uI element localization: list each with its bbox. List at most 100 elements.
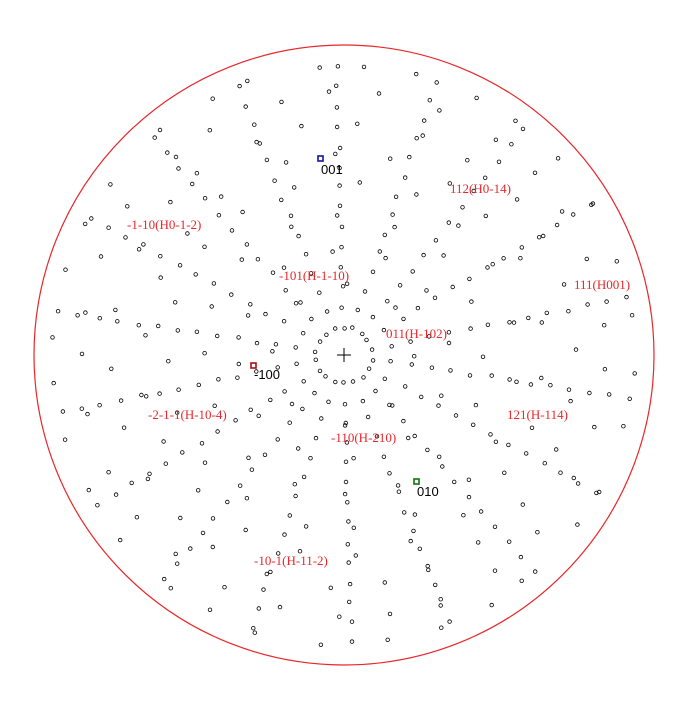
pole-dot	[341, 380, 346, 385]
pole-dot	[257, 141, 262, 146]
pole-dot	[353, 553, 358, 558]
pole-dot	[51, 380, 56, 386]
pole-dot	[288, 213, 294, 218]
pole-dot	[275, 437, 280, 442]
pole-dot	[370, 269, 376, 274]
pole-dot	[343, 420, 348, 426]
pole-dot	[627, 396, 632, 401]
pole-dot	[624, 294, 629, 300]
pole-dot	[396, 489, 402, 494]
pole-dot	[493, 439, 499, 444]
pole-dot	[346, 519, 351, 524]
pole-dot	[469, 299, 474, 304]
pole-dot	[456, 223, 461, 228]
pole-dot	[422, 118, 427, 123]
pole-dot	[554, 222, 560, 228]
axis-label-001: 001	[321, 162, 343, 177]
pole-dot	[351, 456, 356, 461]
pole-dot	[212, 403, 217, 408]
pole-dot	[270, 349, 275, 354]
pole-dot	[334, 83, 339, 88]
pole-dot	[255, 257, 261, 262]
pole-dot	[509, 141, 514, 147]
pole-dot	[236, 335, 241, 340]
pole-dot	[317, 339, 323, 344]
pole-dot	[548, 383, 553, 388]
pole-dot	[180, 450, 185, 455]
pole-dot	[178, 515, 183, 521]
pole-dot	[409, 362, 414, 367]
pole-dot	[244, 242, 250, 247]
pole-dot	[317, 368, 323, 374]
pole-dot	[324, 332, 329, 337]
pole-dot	[387, 471, 392, 476]
pole-dot	[79, 406, 84, 411]
pole-dot	[337, 145, 343, 151]
pole-dot	[520, 126, 526, 132]
axis-label-m100: -100	[254, 367, 280, 382]
pole-dot	[520, 502, 525, 507]
pole-dot	[233, 418, 238, 423]
pole-dot	[225, 499, 230, 505]
pole-dot	[602, 367, 608, 372]
pole-dot	[218, 194, 224, 199]
pole-dot	[158, 275, 163, 280]
pole-dot	[245, 78, 250, 84]
pole-dot	[533, 569, 538, 574]
pole-dot	[339, 305, 344, 310]
pole-dot	[268, 397, 273, 403]
pole-dot	[342, 326, 347, 331]
pole-dot	[249, 467, 255, 472]
pole-dot	[334, 124, 340, 130]
pole-dot	[425, 447, 430, 453]
pole-dot	[337, 203, 343, 208]
pole-dot	[117, 537, 123, 543]
pole-dot	[163, 461, 168, 466]
pole-dot	[312, 390, 317, 396]
pole-dot	[334, 105, 340, 110]
pole-dot	[121, 425, 127, 430]
pole-dot	[264, 571, 269, 577]
pole-label-m1m10: -1-10(H0-1-2)	[127, 217, 201, 232]
pole-dot	[296, 233, 301, 239]
pole-dot	[388, 156, 393, 161]
pole-dot	[300, 406, 305, 412]
pole-dot	[177, 263, 183, 268]
pole-dot	[568, 398, 573, 404]
pole-dot	[339, 244, 344, 250]
pole-dot	[410, 269, 415, 274]
pole-dot	[283, 160, 289, 165]
pole-dot	[373, 388, 378, 394]
pole-dot	[237, 483, 243, 488]
pole-dot	[273, 342, 279, 347]
pole-dot	[483, 175, 488, 180]
pole-dot	[317, 65, 322, 70]
pole-dot	[338, 265, 343, 270]
pole-dot	[166, 359, 171, 364]
pole-dot	[485, 322, 491, 327]
pole-dot	[446, 340, 452, 346]
pole-dot	[337, 165, 342, 171]
pole-dot	[369, 347, 375, 352]
pole-dot	[344, 440, 350, 445]
pole-dot	[145, 476, 151, 482]
pole-dot	[343, 479, 349, 485]
pole-dot	[501, 256, 506, 261]
pole-dot	[412, 512, 418, 517]
pole-dot	[393, 305, 398, 310]
pole-dot	[460, 205, 465, 210]
pole-dot	[420, 133, 425, 138]
pole-dot	[403, 384, 408, 389]
pole-dot	[584, 256, 589, 262]
pole-dot	[211, 281, 217, 286]
pole-m100-marker	[250, 362, 257, 369]
pole-dot	[202, 195, 208, 201]
pole-dot	[447, 619, 452, 624]
pole-dot	[496, 159, 502, 164]
pole-dot	[176, 387, 181, 392]
pole-dot	[347, 599, 352, 605]
pole-dot	[141, 242, 146, 247]
pole-label-112: 112(H0-14)	[450, 181, 511, 196]
pole-dot	[97, 316, 102, 321]
pole-dot	[106, 470, 111, 475]
